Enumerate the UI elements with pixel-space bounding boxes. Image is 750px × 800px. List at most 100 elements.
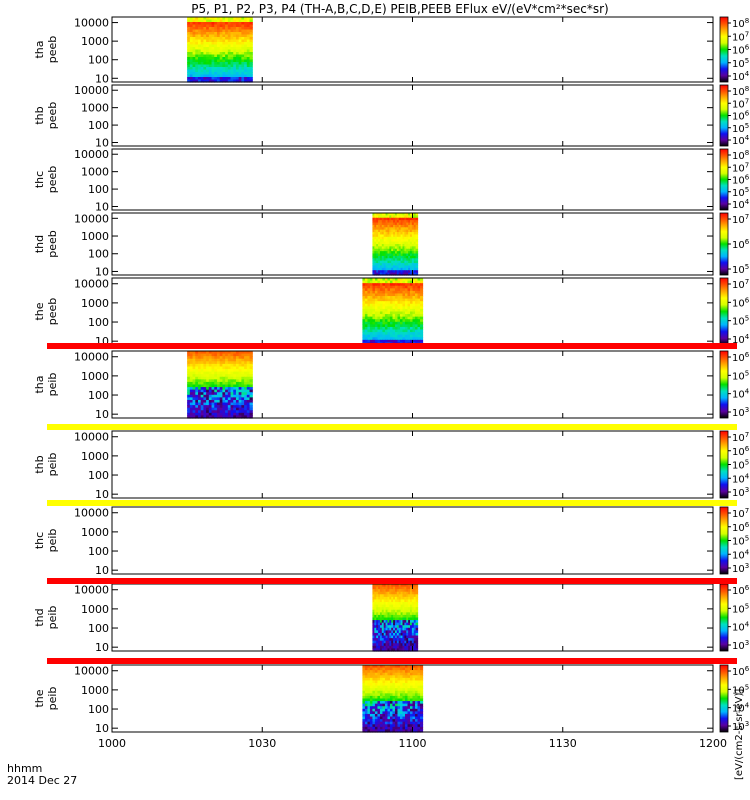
spectrogram-cell: [233, 32, 237, 36]
spectrogram-cell: [415, 220, 419, 224]
spectrogram-cell: [402, 665, 406, 669]
spectrogram-cell: [404, 227, 407, 231]
spectrogram-cell: [392, 698, 396, 702]
spectrogram-cell: [408, 612, 411, 616]
spectrogram-cell: [216, 52, 221, 56]
spectrogram-cell: [382, 324, 386, 328]
spectrogram-cell: [376, 260, 379, 264]
spectrogram-cell: [411, 272, 415, 276]
spectrogram-cell: [230, 353, 234, 357]
spectrogram-cell: [225, 74, 229, 78]
spectrogram-cell: [246, 24, 251, 28]
spectrogram-cell: [394, 584, 398, 588]
spectrogram-cell: [400, 224, 404, 228]
spectrogram-cell: [415, 265, 419, 269]
spectrogram-cell: [383, 640, 387, 644]
spectrogram-cell: [420, 316, 424, 320]
spectrogram-cell: [187, 379, 191, 383]
spectrogram-cell: [233, 37, 237, 41]
spectrogram-cell: [235, 42, 240, 46]
spectrogram-cell: [374, 688, 379, 692]
spectrogram-cell: [374, 298, 379, 302]
spectrogram-cell: [230, 371, 234, 375]
spectrogram-cell: [246, 74, 251, 78]
spectrogram-cell: [187, 371, 191, 375]
spectrogram-cell: [410, 640, 413, 644]
spectrogram-cell: [216, 366, 221, 370]
spectrogram-cell: [378, 217, 381, 221]
spectrogram-cell: [415, 334, 419, 338]
spectrogram-cell: [387, 270, 390, 274]
spectrogram-cell: [203, 47, 207, 51]
spectrogram-cell: [392, 296, 396, 300]
spectrogram-cell: [381, 220, 385, 224]
spectrogram-cell: [235, 24, 240, 28]
spectrogram-cell: [417, 703, 421, 707]
spectrogram-cell: [187, 353, 191, 357]
panel-label-line2: peib: [46, 453, 59, 477]
spectrogram-cell: [203, 369, 207, 373]
spectrogram-cell: [379, 272, 383, 276]
spectrogram-cell: [377, 698, 381, 702]
spectrogram-cell: [230, 407, 234, 411]
spectrogram-cell: [391, 645, 394, 650]
spectrogram-cell: [420, 708, 424, 712]
spectrogram-cell: [197, 27, 202, 31]
spectrogram-cell: [412, 329, 416, 333]
spectrogram-cell: [374, 685, 379, 689]
spectrogram-cell: [374, 703, 379, 707]
spectrogram-cell: [214, 32, 218, 36]
spectrogram-cell: [197, 356, 202, 360]
spectrogram-cell: [410, 602, 413, 606]
spectrogram-cell: [412, 708, 416, 712]
spectrogram-cell: [367, 719, 371, 723]
spectrogram-cell: [417, 326, 421, 331]
spectrogram-cell: [225, 57, 229, 61]
spectrogram-cell: [219, 356, 223, 360]
spectrogram-cell: [244, 42, 248, 46]
spectrogram-cell: [372, 288, 376, 292]
spectrogram-cell: [382, 303, 386, 307]
spectrogram-cell: [394, 729, 399, 733]
spectrogram-cell: [404, 248, 407, 252]
spectrogram-cell: [415, 239, 419, 243]
spectrogram-cell: [364, 698, 369, 702]
spectrogram-cell: [415, 337, 419, 341]
spectrogram-cell: [241, 24, 245, 28]
spectrogram-cell: [225, 379, 229, 383]
spectrogram-cell: [219, 394, 223, 398]
spectrogram-cell: [369, 724, 374, 728]
spectrogram-cell: [206, 49, 210, 53]
spectrogram-cell: [399, 283, 404, 287]
spectrogram-cell: [417, 726, 421, 731]
spectrogram-cell: [195, 361, 199, 365]
spectrogram-cell: [206, 17, 210, 21]
spectrogram-cell: [192, 19, 196, 23]
spectrogram-cell: [394, 215, 398, 219]
spectrogram-cell: [195, 24, 199, 28]
spectrogram-cell: [410, 270, 413, 274]
panel-label-line1: the: [33, 302, 46, 320]
spectrogram-cell: [189, 410, 194, 414]
spectrogram-cell: [415, 667, 419, 671]
spectrogram-cell: [374, 303, 379, 307]
spectrogram-cell: [227, 381, 232, 386]
spectrogram-cell: [399, 293, 404, 297]
spectrogram-cell: [393, 648, 396, 652]
spectrogram-cell: [402, 591, 405, 595]
spectrogram-cell: [227, 37, 232, 41]
spectrogram-cell: [397, 677, 401, 682]
spectrogram-cell: [208, 410, 213, 414]
spectrogram-cell: [211, 77, 215, 81]
spectrogram-cell: [381, 614, 385, 619]
spectrogram-cell: [389, 239, 392, 243]
spectrogram-cell: [410, 695, 414, 700]
colorbar-tick-label: 106: [732, 445, 750, 458]
spectrogram-cell: [227, 412, 232, 417]
spectrogram-cell: [187, 37, 191, 41]
spectrogram-cell: [241, 366, 245, 370]
spectrogram-cell: [225, 49, 229, 53]
spectrogram-cell: [397, 703, 401, 707]
spectrogram-cell: [362, 324, 366, 328]
spectrogram-cell: [411, 586, 415, 590]
